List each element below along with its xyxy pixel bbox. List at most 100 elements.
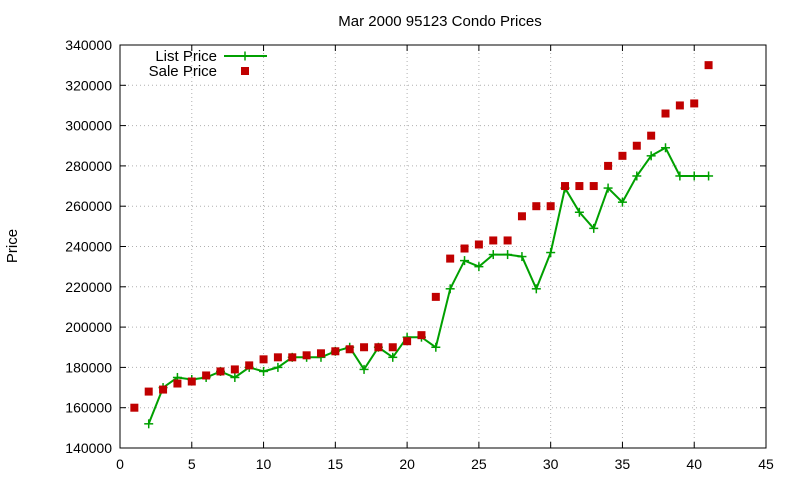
data-point-list-price [388,352,398,362]
data-point-list-price [531,284,541,294]
data-point-list-price [589,223,599,233]
data-point-sale-price [546,202,555,211]
data-point-sale-price [345,345,354,354]
chart-title: Mar 2000 95123 Condo Prices [338,13,541,30]
data-point-sale-price [417,331,426,340]
legend-label: List Price [155,48,217,65]
y-tick-label: 220000 [65,279,112,295]
data-point-list-price [546,248,556,258]
data-point-list-price [574,207,584,217]
data-point-list-price [661,143,671,153]
data-point-sale-price [460,244,469,253]
data-point-sale-price [316,349,325,358]
data-point-sale-price [187,377,196,386]
data-point-sale-price [202,371,211,380]
y-tick-label: 200000 [65,319,112,335]
data-point-list-price [617,197,627,207]
data-point-list-price [488,250,498,260]
x-tick-label: 25 [471,456,487,472]
data-point-list-price [230,372,240,382]
y-tick-label: 260000 [65,198,112,214]
data-point-sale-price [575,182,584,191]
data-point-sale-price [173,379,182,388]
legend-entry-list-price: List Price [155,48,267,65]
x-tick-label: 20 [399,456,415,472]
y-tick-label: 240000 [65,239,112,255]
data-point-sale-price [474,240,483,249]
data-point-list-price [503,250,513,260]
data-point-list-price [273,362,283,372]
x-tick-label: 10 [256,456,272,472]
series-sale-price [130,61,713,412]
data-point-list-price [517,252,527,262]
data-point-list-price [144,419,154,429]
data-point-sale-price [403,337,412,346]
data-point-sale-price [446,254,455,263]
tick-labels: 140000 160000 180000 200000 220000 240000 2600… [65,37,774,472]
data-point-list-price [474,262,484,272]
y-tick-label: 140000 [65,440,112,456]
y-tick-label: 300000 [65,118,112,134]
data-point-sale-price [273,353,282,362]
data-point-sale-price [675,101,684,110]
data-point-list-price [646,151,656,161]
data-point-sale-price [288,353,297,362]
data-point-sale-price [690,99,699,108]
data-point-sale-price [503,236,512,245]
data-point-sale-price [517,212,526,221]
data-point-sale-price [130,403,139,412]
y-tick-label: 280000 [65,158,112,174]
data-point-sale-price [589,182,598,191]
y-tick-label: 180000 [65,359,112,375]
x-tick-label: 5 [188,456,196,472]
x-tick-label: 0 [116,456,124,472]
data-point-sale-price [431,292,440,301]
x-tick-label: 15 [328,456,344,472]
data-point-sale-price [259,355,268,364]
data-point-list-price [359,364,369,374]
data-point-list-price [603,183,613,193]
data-point-list-price [689,171,699,181]
legend-entry-sale-price: Sale Price [149,63,249,80]
series-layer [130,61,714,429]
data-point-list-price [675,171,685,181]
data-point-sale-price [374,343,383,352]
x-tick-label: 40 [686,456,702,472]
data-point-sale-price [388,343,397,352]
data-point-sale-price [618,151,627,160]
data-point-sale-price [360,343,369,352]
data-point-sale-price [704,61,713,70]
data-point-list-price [445,284,455,294]
y-tick-label: 160000 [65,400,112,416]
data-point-sale-price [245,361,254,370]
data-point-list-price [431,342,441,352]
data-point-sale-price [159,385,168,394]
data-point-sale-price [216,367,225,376]
data-point-sale-price [331,347,340,356]
data-point-list-price [704,171,714,181]
plot-border [119,44,767,449]
legend-swatch-marker [241,67,249,75]
x-tick-label: 30 [543,456,559,472]
data-point-sale-price [532,202,541,211]
y-axis-label: Price [4,229,21,263]
data-point-sale-price [230,365,239,374]
data-point-sale-price [561,182,570,191]
y-tick-label: 320000 [65,77,112,93]
data-point-list-price [460,256,470,266]
data-point-sale-price [647,131,656,140]
legend-swatch-marker [240,51,250,61]
data-point-sale-price [632,141,641,150]
x-tick-label: 35 [615,456,631,472]
data-point-list-price [632,171,642,181]
data-point-sale-price [661,109,670,118]
data-point-sale-price [604,161,613,170]
data-point-list-price [259,366,269,376]
data-point-sale-price [302,351,311,360]
series-line-list-price [147,146,709,425]
data-point-sale-price [489,236,498,245]
data-point-sale-price [144,387,153,396]
